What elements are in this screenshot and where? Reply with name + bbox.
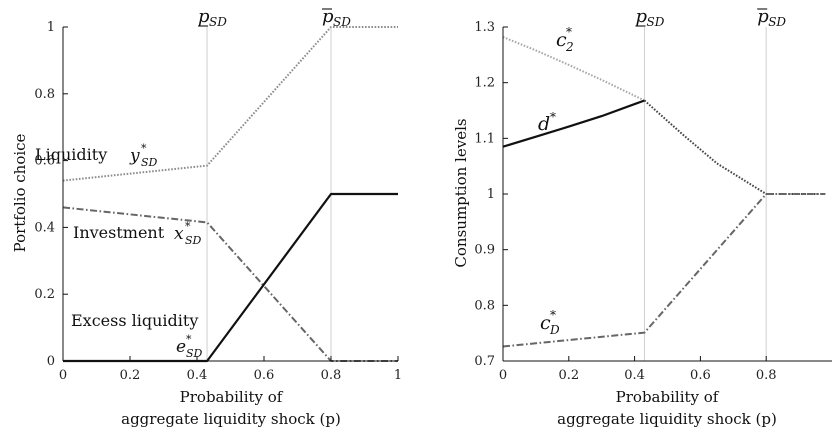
l-threshold-label-0: p [198, 6, 210, 27]
left-chart: p SD p SD 0 0.2 0.4 0.6 0.8 100.20.40.60.81 Liqu… [11, 6, 402, 428]
r-x-tick-label: 0.6 [690, 368, 711, 383]
r-threshold-label-1: p [757, 6, 769, 27]
r-y-tick-label: 0.8 [474, 298, 495, 313]
d-symbol: d [538, 113, 550, 135]
r-threshold-sub-1: SD [768, 15, 786, 29]
r-x-tick-label: 0.2 [558, 368, 579, 383]
d-sup: * [550, 110, 556, 124]
right-chart: p SD p SD 0 0.2 0.4 0.6 0.80.70.80.911.11.21.3 … [452, 6, 832, 428]
left-y-axis-label: Portfolio choice [11, 133, 29, 252]
l-series-line-2 [63, 192, 398, 363]
l-y-tick-label: 0.8 [34, 87, 55, 102]
right-annotation-d: d * [538, 110, 556, 135]
r-y-tick-label: 0.7 [474, 354, 495, 369]
r-series-line-2 [643, 99, 826, 195]
excess-sub: SD [186, 347, 203, 360]
left-annotation-excess: Excess liquidity e * SD [71, 311, 203, 360]
right-annotation-c2: c * 2 [556, 25, 574, 54]
l-y-tick-label: 0.6 [34, 154, 55, 169]
l-threshold-sub-1: SD [333, 15, 351, 29]
r-x-tick-label: 0.8 [756, 368, 777, 383]
l-threshold-sub-0: SD [209, 15, 227, 29]
r-series-line-1 [502, 99, 645, 148]
right-x-axis-label-line2: aggregate liquidity shock (p) [557, 410, 777, 428]
excess-symbol: e [176, 337, 186, 357]
liquidity-sub: SD [141, 156, 158, 169]
liquidity-symbol: y [129, 146, 140, 166]
investment-label: Investment [73, 223, 165, 242]
left-x-axis-label-line1: Probability of [180, 388, 284, 406]
l-x-tick-label: 0.4 [187, 368, 208, 383]
investment-symbol: x [174, 224, 184, 244]
l-x-tick-label: 0 [59, 368, 67, 383]
r-y-tick-label: 1.2 [474, 76, 495, 91]
r-y-tick-label: 1.3 [474, 20, 495, 35]
r-threshold-sub-0: SD [646, 15, 664, 29]
left-annotation-liquidity: Liquidity y * SD [35, 142, 158, 169]
r-x-tick-label: 0.4 [624, 368, 645, 383]
r-series-line-3 [502, 193, 826, 348]
l-series-line-0 [62, 26, 398, 182]
left-annotation-investment: Investment x * SD [73, 220, 202, 247]
c2-sup: * [566, 25, 572, 39]
r-y-tick-label: 1.1 [474, 131, 495, 146]
l-threshold-label-1: p [322, 6, 334, 27]
l-x-tick-label: 0.8 [321, 368, 342, 383]
excess-label: Excess liquidity [71, 311, 198, 330]
l-x-tick-label: 1 [394, 368, 402, 383]
r-x-tick-label: 0 [499, 368, 507, 383]
right-x-axis-label-line1: Probability of [616, 388, 720, 406]
r-threshold-label-0: p [635, 6, 647, 27]
left-x-axis-label-line2: aggregate liquidity shock (p) [121, 410, 341, 428]
l-y-tick-label: 0 [47, 354, 55, 369]
investment-sup: * [185, 220, 191, 233]
cd-symbol: c [540, 312, 551, 334]
liquidity-sup: * [141, 142, 147, 155]
l-y-tick-label: 0.2 [34, 287, 55, 302]
l-y-tick-label: 1 [47, 20, 55, 35]
right-y-axis-label: Consumption levels [452, 118, 470, 267]
r-y-tick-label: 0.9 [474, 243, 495, 258]
l-x-tick-label: 0.2 [120, 368, 141, 383]
l-x-tick-label: 0.6 [254, 368, 275, 383]
right-annotation-cd: c * D [540, 308, 560, 337]
c2-symbol: c [556, 29, 567, 51]
cd-sup: * [550, 308, 556, 322]
excess-sup: * [186, 333, 192, 346]
cd-sub: D [549, 323, 560, 337]
l-y-tick-label: 0.4 [34, 220, 55, 235]
r-y-tick-label: 1 [487, 187, 495, 202]
liquidity-label: Liquidity [35, 145, 107, 164]
investment-sub: SD [185, 234, 202, 247]
r-series-line-0 [502, 36, 645, 102]
c2-sub: 2 [565, 40, 574, 54]
